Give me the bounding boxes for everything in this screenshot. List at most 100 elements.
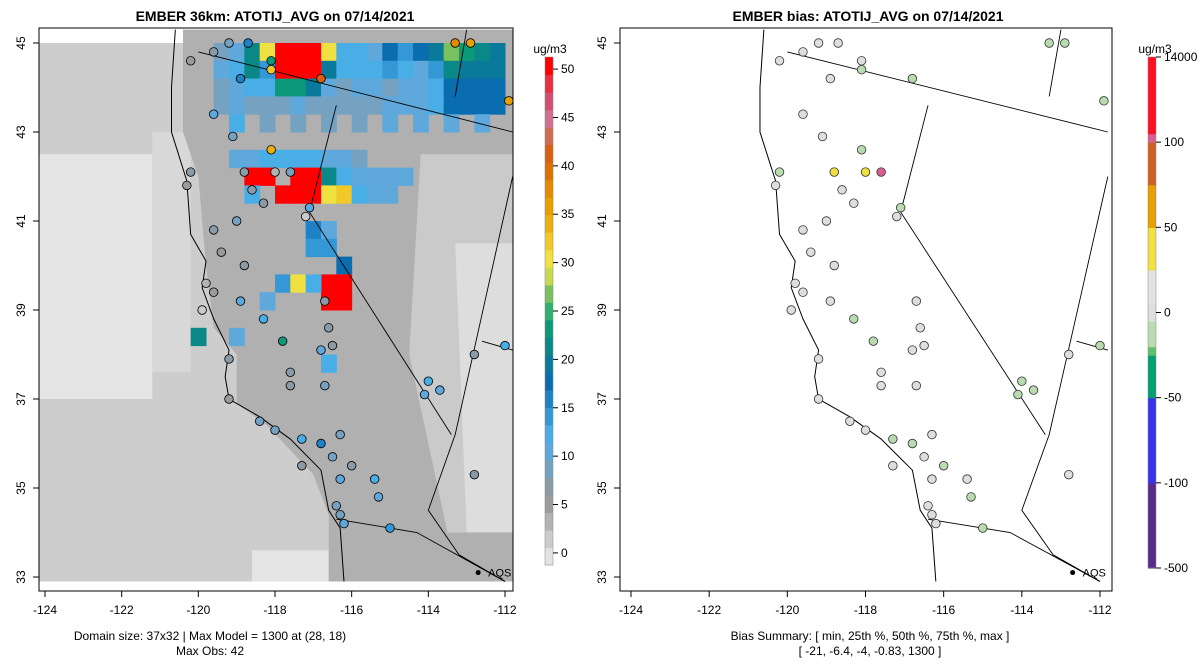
colorbar-swatch bbox=[545, 407, 553, 426]
model-cell bbox=[413, 96, 429, 115]
colorbar-swatch bbox=[545, 144, 553, 163]
monitor-point bbox=[450, 38, 460, 48]
model-cell bbox=[305, 149, 322, 169]
monitor-point bbox=[235, 296, 246, 306]
monitor-point bbox=[285, 367, 296, 378]
colorbar-swatch bbox=[1148, 201, 1156, 211]
model-cell bbox=[259, 114, 276, 133]
colorbar-swatch bbox=[545, 319, 553, 338]
monitor-point bbox=[435, 385, 445, 395]
colorbar-swatch bbox=[1148, 397, 1156, 407]
model-cell bbox=[305, 167, 322, 186]
model-cell bbox=[351, 149, 368, 169]
colorbar-swatch bbox=[1148, 406, 1156, 416]
monitor-point bbox=[185, 167, 196, 177]
monitor-point bbox=[856, 56, 867, 66]
monitor-point bbox=[316, 73, 326, 84]
colorbar-swatch bbox=[545, 372, 553, 391]
model-cell bbox=[321, 167, 337, 186]
colorbar-swatch bbox=[545, 127, 553, 146]
model-cell bbox=[259, 96, 276, 115]
monitor-point bbox=[876, 367, 886, 378]
colorbar-swatch bbox=[1148, 533, 1156, 544]
colorbar-swatch bbox=[1148, 252, 1156, 262]
monitor-point bbox=[228, 131, 238, 142]
x-tick-label: -124 bbox=[619, 603, 643, 617]
colorbar-swatch bbox=[1148, 457, 1156, 467]
model-cell bbox=[290, 60, 307, 80]
model-cell bbox=[321, 96, 337, 115]
monitor-point bbox=[469, 469, 480, 480]
model-cell bbox=[367, 78, 383, 97]
model-cell bbox=[275, 149, 291, 169]
model-cell bbox=[321, 354, 337, 373]
monitor-point bbox=[829, 260, 839, 271]
model-cell bbox=[443, 96, 460, 115]
colorbar-tick-label: 10 bbox=[561, 449, 575, 463]
monitor-point bbox=[1099, 96, 1109, 106]
monitor-point bbox=[774, 56, 785, 66]
colorbar-tick-label: 50 bbox=[561, 62, 575, 76]
model-cell bbox=[305, 60, 322, 80]
monitor-point bbox=[270, 167, 280, 177]
monitor-point bbox=[243, 38, 253, 48]
colorbar-swatch bbox=[1148, 108, 1156, 118]
model-cell bbox=[382, 78, 399, 97]
monitor-point bbox=[385, 523, 395, 533]
colorbar-swatch bbox=[545, 302, 553, 321]
monitor-point bbox=[465, 38, 476, 48]
colorbar-swatch bbox=[545, 284, 553, 303]
model-cell bbox=[305, 221, 322, 240]
model-cell bbox=[275, 78, 291, 97]
monitor-point bbox=[938, 461, 949, 471]
colorbar-swatch bbox=[1148, 91, 1156, 101]
monitor-point bbox=[919, 452, 929, 462]
monitor-point bbox=[837, 185, 847, 195]
model-cell bbox=[244, 78, 261, 97]
y-tick-label: 41 bbox=[595, 214, 609, 228]
model-cell bbox=[336, 185, 353, 204]
colorbar-swatch bbox=[545, 442, 553, 461]
model-cell bbox=[459, 78, 475, 97]
monitor-point bbox=[931, 518, 941, 529]
colorbar-swatch bbox=[545, 424, 553, 443]
colorbar-tick-label: 25 bbox=[561, 304, 575, 318]
model-cell bbox=[290, 96, 307, 115]
model-cell bbox=[190, 327, 207, 347]
x-tick-label: -122 bbox=[110, 603, 134, 617]
ocean-cell-region bbox=[152, 132, 191, 373]
model-cell bbox=[336, 274, 353, 293]
state-boundary bbox=[1021, 176, 1109, 582]
model-cell bbox=[213, 96, 230, 115]
model-cell bbox=[397, 43, 414, 62]
monitor-point bbox=[892, 211, 902, 222]
monitor-point bbox=[266, 64, 276, 75]
monitor-point bbox=[825, 73, 836, 84]
model-cell bbox=[428, 96, 445, 115]
monitor-point bbox=[504, 96, 513, 106]
model-cell bbox=[321, 78, 337, 97]
x-tick-label: -116 bbox=[340, 603, 363, 617]
model-panel: EMBER 36km: ATOTIJ_AVG on 07/14/2021 Dom… bbox=[14, 8, 575, 658]
colorbar-tick-label: 35 bbox=[561, 207, 575, 221]
model-panel-title: EMBER 36km: ATOTIJ_AVG on 07/14/2021 bbox=[136, 8, 415, 24]
colorbar-swatch bbox=[1148, 448, 1156, 458]
monitor-point bbox=[266, 56, 276, 66]
colorbar-swatch bbox=[545, 494, 553, 514]
colorbar-swatch bbox=[1148, 474, 1156, 484]
colorbar-swatch bbox=[545, 512, 553, 531]
monitor-point bbox=[1095, 340, 1105, 351]
monitor-point bbox=[239, 260, 250, 271]
monitor-point bbox=[239, 167, 250, 177]
colorbar-swatch bbox=[1148, 295, 1156, 305]
model-cell bbox=[382, 185, 399, 204]
monitor-point bbox=[469, 349, 480, 360]
colorbar-swatch bbox=[545, 477, 553, 496]
monitor-point bbox=[197, 305, 207, 315]
colorbar-swatch bbox=[545, 267, 553, 286]
model-cell bbox=[382, 167, 399, 186]
model-cell bbox=[367, 185, 383, 204]
monitor-point bbox=[774, 167, 785, 177]
model-cell bbox=[459, 96, 475, 115]
